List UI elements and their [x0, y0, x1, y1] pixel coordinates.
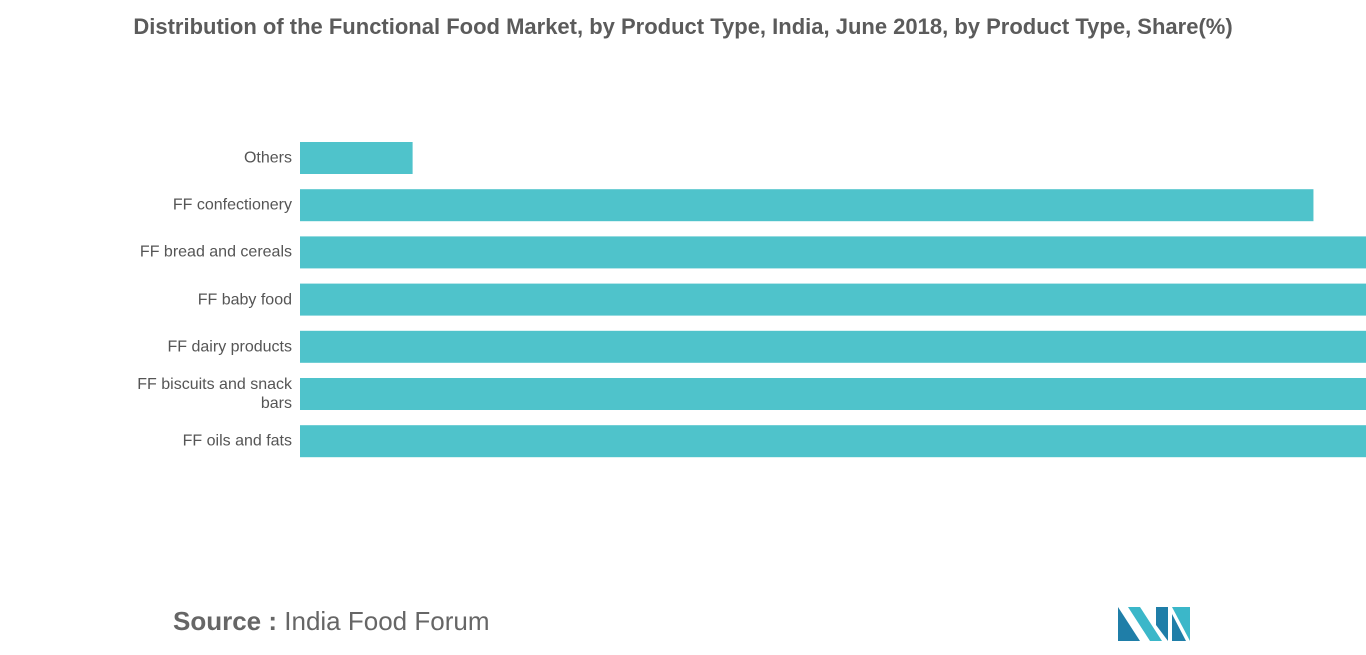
chart-title: Distribution of the Functional Food Mark… — [133, 14, 1232, 39]
category-label: FF biscuits and snack bars — [137, 376, 292, 412]
source-label: Source : — [173, 606, 278, 636]
bar — [300, 142, 413, 174]
bar — [300, 283, 1366, 316]
bar — [300, 425, 1366, 458]
bar — [300, 189, 1314, 222]
bar — [300, 330, 1366, 363]
category-label: FF dairy products — [167, 338, 292, 356]
category-label: FF confectionery — [172, 196, 292, 214]
source: Source : India Food Forum — [173, 606, 489, 637]
bar — [300, 378, 1366, 410]
category-label: FF baby food — [197, 291, 292, 309]
bar — [300, 236, 1366, 269]
category-label: FF oils and fats — [182, 432, 292, 450]
category-label: FF bread and cereals — [139, 243, 292, 261]
logo — [1118, 607, 1190, 641]
source-text: India Food Forum — [284, 606, 490, 636]
category-label: Others — [243, 149, 292, 167]
